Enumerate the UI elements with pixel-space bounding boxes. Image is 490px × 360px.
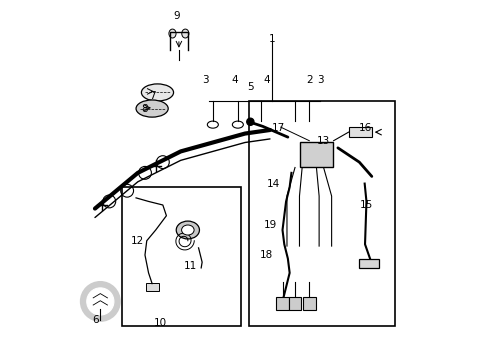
Text: 4: 4 — [263, 75, 270, 85]
Bar — [359, 258, 379, 267]
Text: 7: 7 — [149, 91, 155, 101]
Text: 12: 12 — [131, 236, 145, 246]
Text: 15: 15 — [360, 200, 373, 210]
Ellipse shape — [182, 225, 194, 235]
Circle shape — [195, 269, 205, 280]
Ellipse shape — [207, 121, 219, 128]
Circle shape — [81, 282, 120, 321]
Text: 14: 14 — [267, 179, 280, 189]
Bar — [289, 297, 301, 310]
Circle shape — [247, 118, 254, 125]
Text: 3: 3 — [202, 75, 209, 85]
Ellipse shape — [136, 100, 168, 117]
Ellipse shape — [142, 84, 173, 101]
Text: 3: 3 — [317, 75, 323, 85]
Text: 18: 18 — [260, 250, 273, 260]
Ellipse shape — [232, 121, 244, 128]
Text: 6: 6 — [93, 315, 99, 325]
Text: 4: 4 — [231, 75, 238, 85]
Bar — [348, 127, 372, 137]
Bar — [303, 297, 316, 310]
Text: 16: 16 — [359, 123, 372, 133]
Text: 9: 9 — [174, 11, 180, 21]
Ellipse shape — [169, 29, 176, 38]
Text: 17: 17 — [272, 123, 286, 133]
Ellipse shape — [304, 121, 315, 128]
Text: 19: 19 — [264, 220, 277, 230]
Text: 1: 1 — [269, 34, 275, 44]
Text: 2: 2 — [306, 75, 313, 85]
Bar — [146, 283, 159, 291]
Bar — [248, 102, 395, 327]
Ellipse shape — [182, 29, 189, 38]
Text: 13: 13 — [317, 136, 330, 146]
Bar — [300, 143, 333, 167]
Circle shape — [87, 288, 114, 315]
Text: 8: 8 — [141, 104, 147, 113]
Ellipse shape — [176, 221, 199, 239]
Bar — [276, 297, 289, 310]
Text: 5: 5 — [247, 82, 254, 92]
Ellipse shape — [256, 121, 267, 128]
Text: 11: 11 — [184, 261, 197, 271]
Ellipse shape — [290, 121, 300, 128]
Text: 10: 10 — [153, 318, 167, 328]
Bar — [122, 187, 242, 327]
